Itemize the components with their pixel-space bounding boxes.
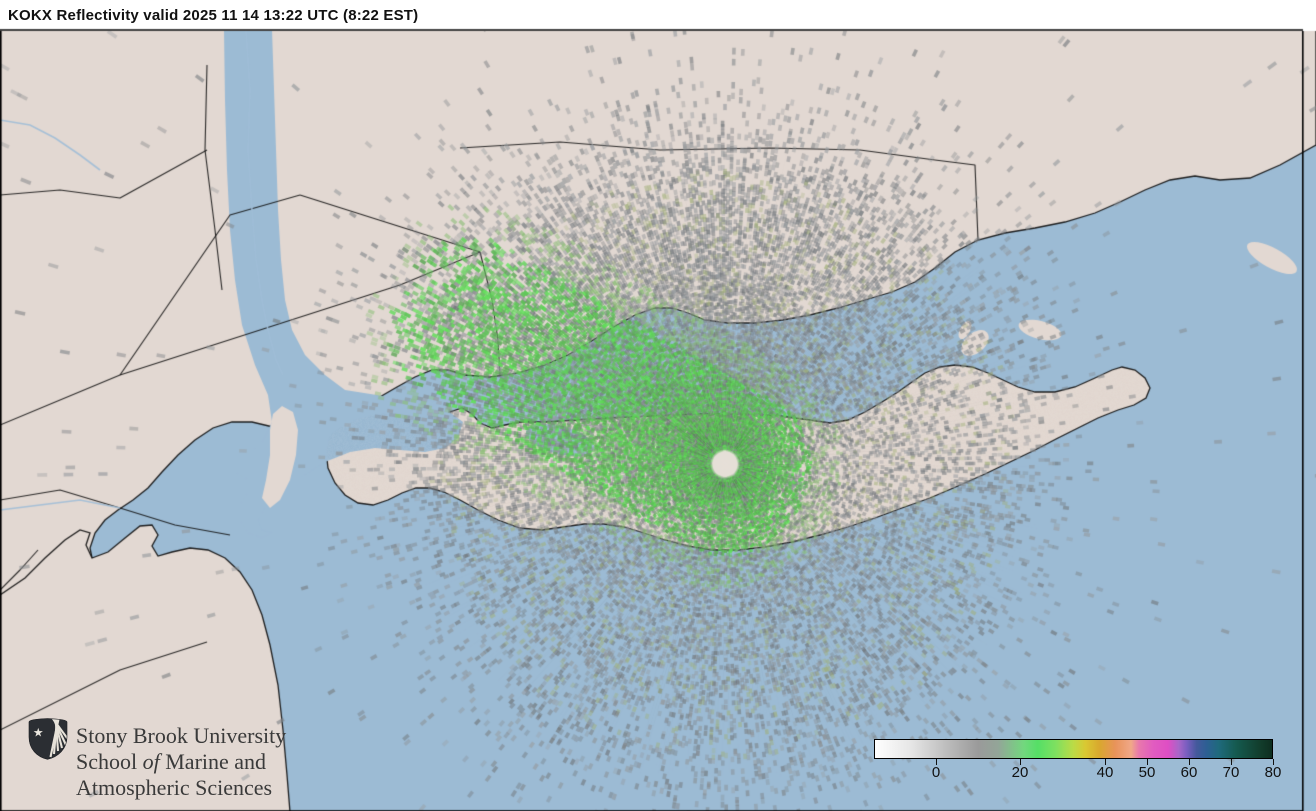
svg-text:★: ★: [33, 726, 44, 740]
